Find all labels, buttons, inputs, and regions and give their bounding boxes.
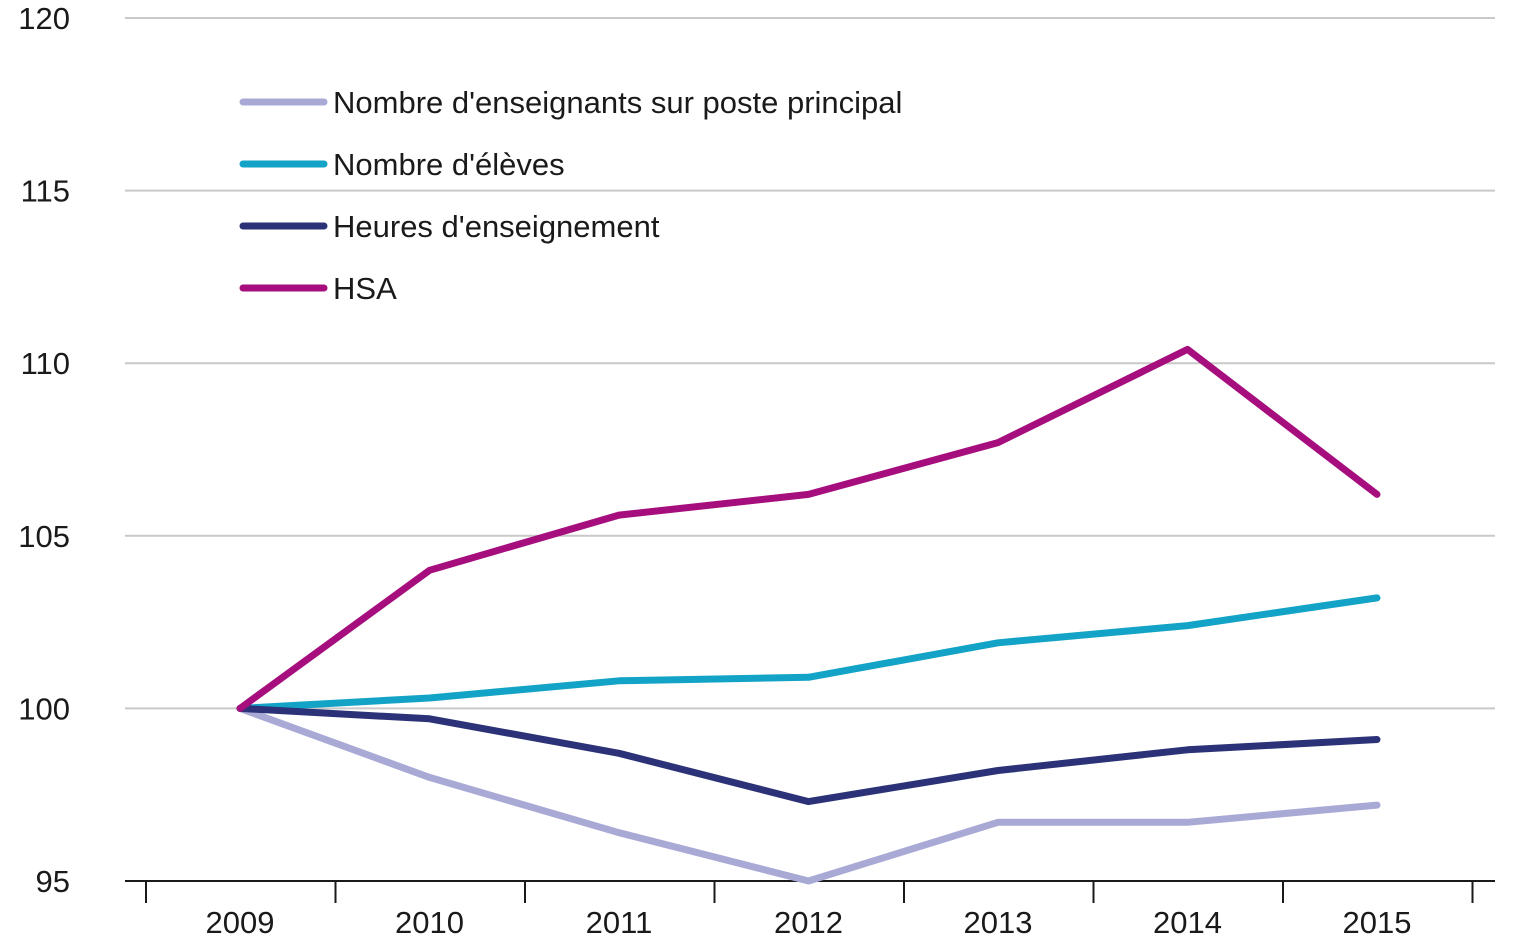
- y-tick-label: 110: [21, 346, 70, 381]
- x-tick-label: 2015: [1343, 905, 1412, 940]
- legend-label: HSA: [333, 271, 397, 306]
- series-layer: [236, 345, 1381, 885]
- y-tick-label: 120: [18, 1, 70, 36]
- legend-label: Nombre d'enseignants sur poste principal: [333, 85, 902, 120]
- x-tick-label: 2011: [586, 905, 653, 940]
- y-tick-label: 100: [18, 691, 70, 726]
- series-line-4: [236, 345, 1381, 712]
- series-line-3: [236, 704, 1381, 806]
- x-tick-label: 2010: [395, 905, 464, 940]
- y-tick-label: 95: [36, 864, 70, 899]
- axis-layer: 95 100 105 110 115 120 2009 2010 2011 2012 2013 201…: [18, 1, 1495, 940]
- y-tick-label: 105: [18, 519, 70, 554]
- legend: Nombre d'enseignants sur poste principal…: [239, 85, 902, 306]
- x-tick-label: 2013: [964, 905, 1033, 940]
- x-tick-label: 2014: [1153, 905, 1222, 940]
- legend-label: Heures d'enseignement: [333, 209, 660, 244]
- x-tick-label: 2009: [206, 905, 275, 940]
- legend-label: Nombre d'élèves: [333, 147, 565, 182]
- y-tick-label: 115: [21, 174, 70, 209]
- series-line-2: [236, 594, 1381, 712]
- grid-layer: [125, 17, 1495, 710]
- series-line-1: [236, 704, 1381, 885]
- x-tick-label: 2012: [774, 905, 843, 940]
